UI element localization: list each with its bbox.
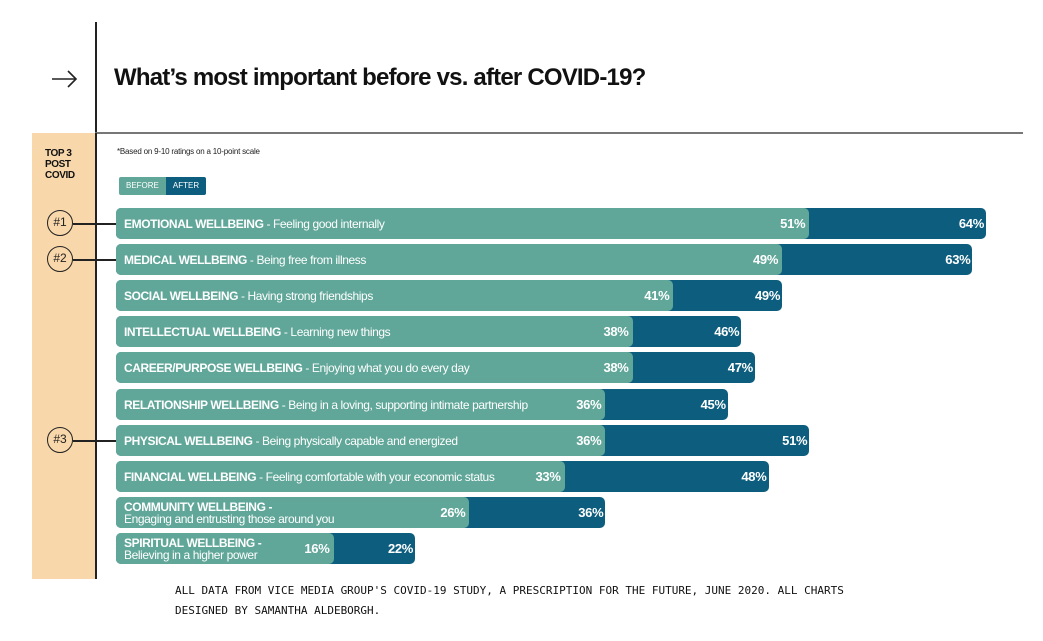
value-label-before: 49% — [752, 252, 779, 267]
chart-title: What’s most important before vs. after C… — [114, 64, 646, 91]
header-divider-horizontal — [95, 132, 1023, 134]
value-label-before: 26% — [440, 505, 466, 520]
value-label-after: 47% — [727, 360, 753, 375]
category-description: - Enjoying what you do every day — [302, 360, 470, 375]
category-label: COMMUNITY WELLBEING - Engaging and entrus… — [124, 497, 335, 528]
category-name: INTELLECTUAL WELLBEING — [124, 324, 281, 339]
top3-sidebar — [32, 133, 95, 579]
category-name: FINANCIAL WELLBEING — [124, 469, 257, 484]
category-name: CAREER/PURPOSE WELLBEING — [124, 360, 303, 375]
category-label: PHYSICAL WELLBEING - Being physically ca… — [124, 425, 458, 456]
category-label: EMOTIONAL WELLBEING - Feeling good inter… — [124, 208, 385, 239]
rank-connector — [73, 223, 116, 225]
bar-row: COMMUNITY WELLBEING - Engaging and entrus… — [116, 497, 606, 528]
category-name: PHYSICAL WELLBEING — [124, 433, 253, 448]
bar-row: MEDICAL WELLBEING - Being free from illn… — [116, 244, 973, 275]
bar-before — [116, 497, 470, 528]
value-label-before: 51% — [780, 216, 806, 231]
bar-row: RELATIONSHIP WELLBEING - Being in a lovi… — [116, 389, 728, 420]
category-name: MEDICAL WELLBEING — [124, 252, 247, 267]
value-label-before: 36% — [576, 397, 602, 412]
value-label-after: 49% — [754, 288, 781, 303]
bar-row: SPIRITUAL WELLBEING - Believing in a high… — [116, 533, 416, 564]
rank-badge: #2 — [47, 246, 73, 272]
bar-before — [116, 461, 565, 492]
category-name: SPIRITUAL WELLBEING - — [124, 535, 262, 550]
category-label: SPIRITUAL WELLBEING - Believing in a high… — [124, 533, 262, 564]
rank-badge: #3 — [47, 427, 73, 453]
category-label: RELATIONSHIP WELLBEING - Being in a lovi… — [124, 389, 528, 420]
value-label-after: 63% — [945, 252, 971, 267]
bar-before — [116, 425, 606, 456]
value-label-after: 46% — [714, 324, 740, 339]
bar-before — [116, 316, 633, 347]
value-label-after: 36% — [578, 505, 604, 520]
bar-before — [116, 352, 633, 383]
value-label-before: 33% — [535, 469, 561, 484]
category-description: - Having strong friendships — [238, 288, 373, 303]
value-label-after: 48% — [741, 469, 767, 484]
category-description: - Feeling comfortable with your economic… — [256, 469, 495, 484]
category-name: RELATIONSHIP WELLBEING — [124, 397, 279, 412]
bar-row: PHYSICAL WELLBEING - Being physically ca… — [116, 425, 810, 456]
bar-row: CAREER/PURPOSE WELLBEING - Enjoying what… — [116, 352, 755, 383]
category-label: SOCIAL WELLBEING - Having strong friends… — [124, 280, 373, 311]
category-description: Believing in a higher power — [124, 547, 258, 562]
category-description: Engaging and entrusting those around you — [124, 511, 335, 526]
rank-badge: #1 — [47, 210, 73, 236]
category-description: - Being free from illness — [246, 252, 366, 267]
scale-note: *Based on 9-10 ratings on a 10-point sca… — [117, 147, 260, 156]
rank-connector — [73, 259, 116, 261]
category-description: - Being in a loving, supporting intimate… — [278, 397, 528, 412]
category-label: MEDICAL WELLBEING - Being free from illn… — [124, 244, 366, 275]
value-label-before: 41% — [644, 288, 670, 303]
legend: BEFORE AFTER — [119, 177, 207, 195]
value-label-before: 16% — [304, 541, 330, 556]
bar-row: EMOTIONAL WELLBEING - Feeling good inter… — [116, 208, 986, 239]
bar-row: SOCIAL WELLBEING - Having strong friends… — [116, 280, 783, 311]
bar-before — [116, 389, 606, 420]
value-label-after: 22% — [387, 541, 414, 556]
category-description: - Being physically capable and energized — [252, 433, 459, 448]
value-label-after: 51% — [782, 433, 808, 448]
rank-connector — [73, 440, 116, 442]
legend-after: AFTER — [165, 177, 207, 195]
value-label-before: 38% — [603, 360, 629, 375]
footer-credits: ALL DATA FROM VICE MEDIA GROUP'S COVID-1… — [175, 584, 844, 617]
category-name: COMMUNITY WELLBEING - — [124, 499, 273, 514]
category-name: SOCIAL WELLBEING — [124, 288, 239, 303]
bar-before — [116, 280, 674, 311]
value-label-before: 36% — [576, 433, 602, 448]
sidebar-label: TOP 3 POST COVID — [45, 148, 75, 181]
value-label-before: 38% — [603, 324, 629, 339]
legend-before: BEFORE — [119, 177, 166, 195]
bar-before — [116, 244, 783, 275]
value-label-after: 64% — [958, 216, 984, 231]
bar-before — [116, 533, 334, 564]
bar-before — [116, 208, 810, 239]
value-label-after: 45% — [700, 397, 726, 412]
category-label: FINANCIAL WELLBEING - Feeling comfortabl… — [124, 461, 495, 492]
category-description: - Learning new things — [280, 324, 391, 339]
category-label: CAREER/PURPOSE WELLBEING - Enjoying what… — [124, 352, 470, 383]
bar-row: INTELLECTUAL WELLBEING - Learning new th… — [116, 316, 742, 347]
arrow-right-icon — [52, 70, 78, 88]
header-divider-vertical — [95, 22, 97, 134]
sidebar-divider — [95, 133, 97, 579]
category-description: - Feeling good internally — [263, 216, 385, 231]
category-name: EMOTIONAL WELLBEING — [124, 216, 264, 231]
bar-row: FINANCIAL WELLBEING - Feeling comfortabl… — [116, 461, 769, 492]
category-label: INTELLECTUAL WELLBEING - Learning new th… — [124, 316, 391, 347]
